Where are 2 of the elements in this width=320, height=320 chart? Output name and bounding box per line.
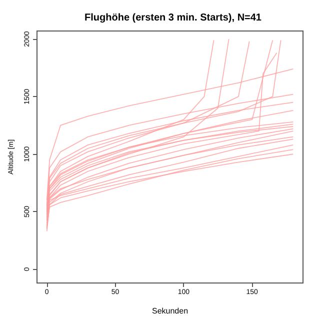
chart-title: Flughöhe (ersten 3 min. Starts), N=41 bbox=[84, 12, 262, 24]
x-axis-title: Sekunden bbox=[152, 306, 188, 316]
